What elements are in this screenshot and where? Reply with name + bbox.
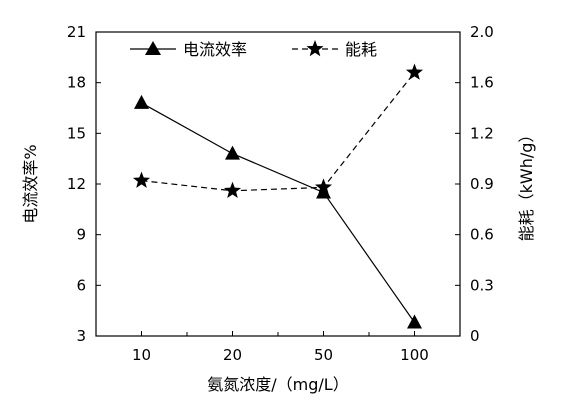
star-marker bbox=[223, 181, 242, 199]
right-tick-label: 0.3 bbox=[470, 276, 494, 294]
x-tick-label: 50 bbox=[314, 346, 333, 364]
series-layer bbox=[132, 63, 424, 329]
star-marker bbox=[132, 171, 151, 188]
triangle-marker bbox=[407, 314, 422, 329]
right-tick-label: 2.0 bbox=[470, 23, 494, 41]
star-marker bbox=[405, 63, 424, 80]
series-line-1 bbox=[141, 72, 415, 192]
left-tick-label: 15 bbox=[67, 124, 86, 142]
right-tick-label: 0.9 bbox=[470, 175, 494, 193]
left-axis-title: 电流效率% bbox=[21, 144, 40, 223]
x-tick-label: 20 bbox=[223, 346, 242, 364]
legend: 电流效率 能耗 bbox=[130, 40, 377, 59]
left-tick-label: 21 bbox=[67, 23, 86, 41]
right-tick-label: 1.2 bbox=[470, 124, 494, 142]
right-tick-label: 0.6 bbox=[470, 226, 494, 244]
right-tick-label: 0 bbox=[470, 327, 480, 345]
x-axis-title: 氨氮浓度/（mg/L） bbox=[207, 375, 348, 394]
right-tick-label: 1.6 bbox=[470, 74, 494, 92]
left-tick-label: 3 bbox=[76, 327, 86, 345]
legend-star-icon bbox=[306, 40, 324, 57]
x-tick-label: 10 bbox=[132, 346, 151, 364]
right-axis-title: 能耗（kWh/g） bbox=[517, 127, 536, 242]
star-marker bbox=[314, 178, 333, 195]
triangle-marker bbox=[316, 184, 331, 199]
left-tick-label: 6 bbox=[76, 276, 86, 294]
left-tick-label: 12 bbox=[67, 175, 86, 193]
x-tick-label: 100 bbox=[400, 346, 429, 364]
legend-label-efficiency: 电流效率 bbox=[183, 40, 247, 59]
series-line-0 bbox=[141, 102, 415, 323]
triangle-marker bbox=[225, 145, 240, 160]
legend-triangle-icon bbox=[145, 41, 161, 55]
plot-frame bbox=[95, 31, 461, 337]
left-tick-label: 18 bbox=[67, 74, 86, 92]
legend-label-energy: 能耗 bbox=[345, 40, 377, 59]
triangle-marker bbox=[134, 94, 149, 109]
left-tick-label: 9 bbox=[76, 226, 86, 244]
ticks-layer: 10 20 50 100 3 6 9 12 15 18 21 0 0.3 0.6 0.9 1.2 1.6 2.0 bbox=[67, 23, 494, 364]
